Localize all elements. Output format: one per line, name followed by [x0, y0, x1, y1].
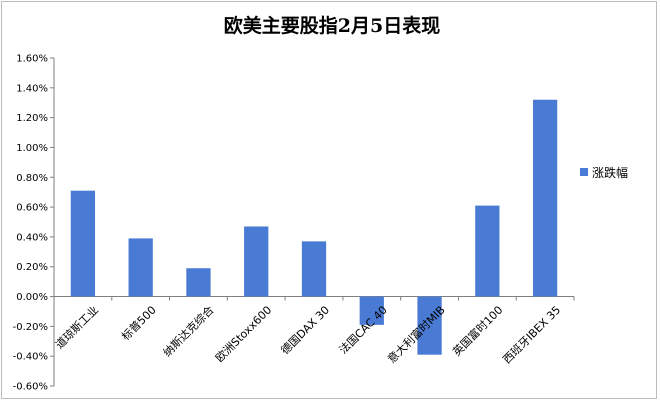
bar-chart: 欧美主要股指2月5日表现 1.60% 1.40% 1.20% 1.00% 0.80% 0.…: [13, 14, 628, 393]
y-tick-label: 1.40%: [16, 83, 48, 94]
bar: [301, 241, 327, 297]
legend: 涨跌幅: [580, 165, 628, 180]
bar: [359, 296, 384, 325]
legend-label: 涨跌幅: [592, 165, 628, 180]
y-tick-label: 1.20%: [16, 113, 48, 124]
category-label: 纳斯达克综合: [160, 303, 217, 360]
category-label: 德国DAX 30: [278, 303, 332, 357]
bar: [128, 238, 153, 297]
y-tick-label: 0.40%: [16, 232, 48, 243]
category-label: 英国富时100: [450, 303, 506, 359]
category-label: 欧洲Stoxx600: [213, 303, 274, 364]
y-tick-label: 1.60%: [16, 54, 48, 65]
y-tick-label: -0.60%: [13, 382, 48, 393]
y-tick-label: 0.00%: [16, 292, 48, 303]
category-label: 标普500: [118, 303, 158, 343]
bar: [417, 296, 442, 355]
y-tick-label: -0.20%: [13, 322, 48, 333]
bar: [244, 226, 269, 297]
bars-group: [70, 99, 558, 355]
y-tick-label: 0.80%: [16, 173, 48, 184]
bar: [532, 99, 558, 297]
legend-swatch: [580, 168, 588, 176]
bar: [475, 205, 500, 297]
bar: [186, 268, 211, 297]
bar: [70, 190, 96, 297]
category-label: 道琼斯工业: [52, 303, 101, 352]
category-label: 西班牙IBEX 35: [500, 303, 563, 366]
chart-title: 欧美主要股指2月5日表现: [224, 14, 440, 37]
y-tick-label: 1.00%: [16, 143, 48, 154]
y-tick-label: -0.40%: [13, 352, 48, 363]
y-tick-label: 0.60%: [16, 203, 48, 214]
y-tick-label: 0.20%: [16, 262, 48, 273]
